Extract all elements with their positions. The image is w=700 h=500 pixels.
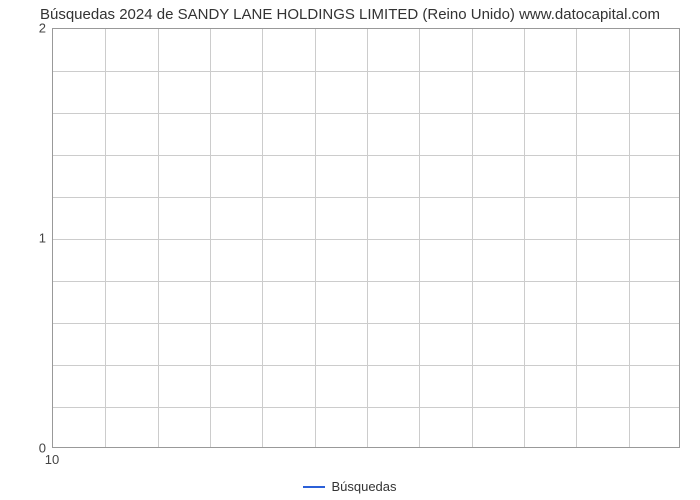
legend-label-busquedas: Búsquedas [331,479,396,494]
grid-line-vertical [419,29,420,447]
grid-line-horizontal [53,155,679,156]
plot-area [52,28,680,448]
grid-line-vertical [158,29,159,447]
y-axis-tick-label: 1 [6,231,46,246]
grid-line-horizontal [53,407,679,408]
legend-swatch-busquedas [303,486,325,488]
x-axis-tick-label: 10 [45,452,59,467]
grid-line-horizontal [53,323,679,324]
grid-line-vertical [367,29,368,447]
y-axis-tick-label: 0 [6,441,46,456]
grid-line-vertical [629,29,630,447]
legend: Búsquedas [0,479,700,494]
grid-line-horizontal [53,365,679,366]
grid-line-vertical [262,29,263,447]
grid-line-horizontal [53,239,679,240]
grid-line-vertical [315,29,316,447]
y-axis-tick-label: 2 [6,21,46,36]
grid-line-vertical [105,29,106,447]
grid-line-vertical [576,29,577,447]
grid-line-vertical [210,29,211,447]
grid-line-horizontal [53,71,679,72]
grid-line-horizontal [53,113,679,114]
grid-line-vertical [472,29,473,447]
grid-line-vertical [524,29,525,447]
grid-line-horizontal [53,281,679,282]
chart-title: Búsquedas 2024 de SANDY LANE HOLDINGS LI… [0,6,700,23]
grid-line-horizontal [53,197,679,198]
